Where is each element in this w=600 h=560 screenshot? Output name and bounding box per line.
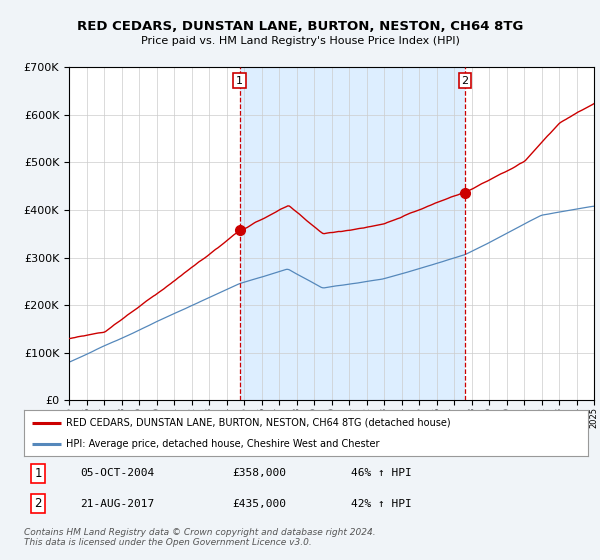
- Text: 2: 2: [34, 497, 42, 510]
- Text: 2: 2: [461, 76, 469, 86]
- Text: Price paid vs. HM Land Registry's House Price Index (HPI): Price paid vs. HM Land Registry's House …: [140, 36, 460, 46]
- Text: 05-OCT-2004: 05-OCT-2004: [80, 468, 155, 478]
- Text: RED CEDARS, DUNSTAN LANE, BURTON, NESTON, CH64 8TG: RED CEDARS, DUNSTAN LANE, BURTON, NESTON…: [77, 20, 523, 32]
- Text: 21-AUG-2017: 21-AUG-2017: [80, 498, 155, 508]
- Text: Contains HM Land Registry data © Crown copyright and database right 2024.
This d: Contains HM Land Registry data © Crown c…: [24, 528, 376, 547]
- Text: £435,000: £435,000: [233, 498, 287, 508]
- Text: £358,000: £358,000: [233, 468, 287, 478]
- Text: 46% ↑ HPI: 46% ↑ HPI: [351, 468, 412, 478]
- Text: HPI: Average price, detached house, Cheshire West and Chester: HPI: Average price, detached house, Ches…: [66, 439, 380, 449]
- Text: 42% ↑ HPI: 42% ↑ HPI: [351, 498, 412, 508]
- Text: 1: 1: [236, 76, 243, 86]
- Bar: [239, 67, 465, 400]
- Text: 1: 1: [34, 467, 42, 480]
- Text: RED CEDARS, DUNSTAN LANE, BURTON, NESTON, CH64 8TG (detached house): RED CEDARS, DUNSTAN LANE, BURTON, NESTON…: [66, 418, 451, 428]
